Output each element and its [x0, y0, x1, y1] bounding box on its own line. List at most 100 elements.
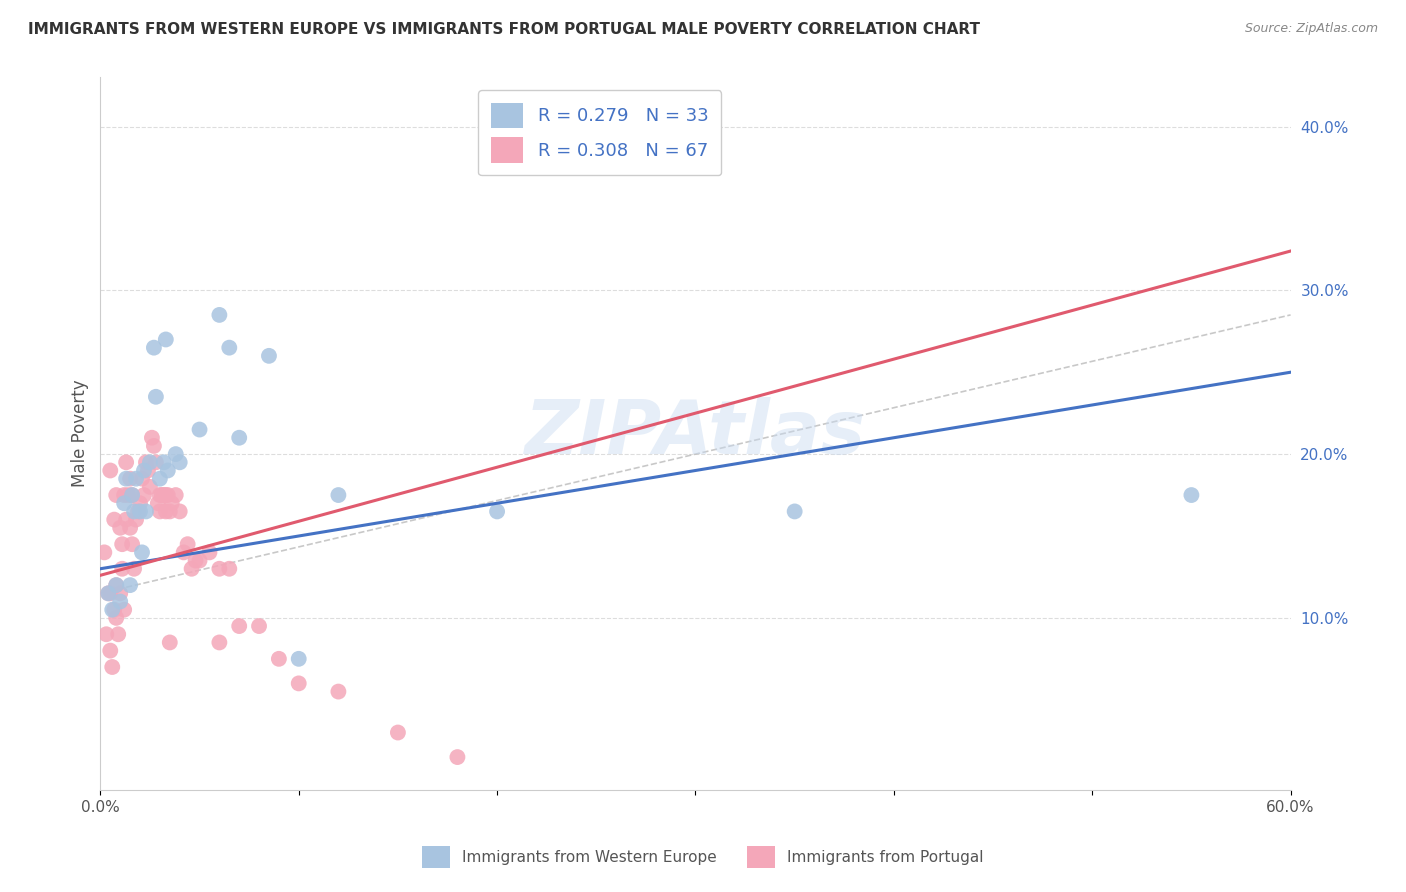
Point: [105, 488, 128, 502]
Point: [155, 488, 177, 502]
Point: [98, 586, 121, 600]
Point: [132, 488, 155, 502]
Point: [208, 635, 231, 649]
Point: [108, 594, 131, 608]
Text: ZIPAtlas: ZIPAtlas: [524, 397, 866, 470]
Point: [145, 390, 167, 404]
Point: [145, 455, 167, 469]
Point: [155, 333, 177, 347]
Point: [105, 578, 128, 592]
Legend: Immigrants from Western Europe, Immigrants from Portugal: Immigrants from Western Europe, Immigran…: [415, 838, 991, 875]
Point: [156, 488, 179, 502]
Point: [180, 562, 202, 576]
Point: [160, 496, 183, 510]
Point: [101, 660, 124, 674]
Point: [105, 611, 128, 625]
Point: [783, 504, 806, 518]
Point: [97, 586, 120, 600]
Point: [208, 562, 231, 576]
Point: [188, 423, 211, 437]
Point: [150, 488, 173, 502]
Point: [105, 578, 128, 592]
Point: [103, 513, 125, 527]
Point: [267, 652, 290, 666]
Point: [139, 480, 162, 494]
Point: [115, 513, 138, 527]
Point: [228, 431, 250, 445]
Point: [97, 586, 120, 600]
Legend: R = 0.279   N = 33, R = 0.308   N = 67: R = 0.279 N = 33, R = 0.308 N = 67: [478, 90, 721, 176]
Point: [153, 488, 176, 502]
Point: [93, 545, 115, 559]
Point: [173, 545, 195, 559]
Point: [208, 308, 231, 322]
Point: [132, 463, 155, 477]
Point: [115, 472, 138, 486]
Point: [120, 578, 142, 592]
Point: [135, 455, 157, 469]
Point: [121, 537, 143, 551]
Point: [287, 676, 309, 690]
Point: [122, 504, 145, 518]
Y-axis label: Male Poverty: Male Poverty: [72, 380, 89, 487]
Point: [136, 463, 159, 477]
Point: [125, 472, 148, 486]
Point: [108, 521, 131, 535]
Point: [108, 586, 131, 600]
Point: [107, 627, 129, 641]
Point: [328, 488, 350, 502]
Point: [165, 488, 187, 502]
Point: [149, 472, 172, 486]
Point: [184, 553, 207, 567]
Point: [146, 496, 169, 510]
Point: [129, 496, 152, 510]
Point: [131, 545, 153, 559]
Point: [169, 504, 191, 518]
Point: [121, 488, 143, 502]
Point: [142, 439, 165, 453]
Point: [125, 513, 148, 527]
Point: [156, 463, 179, 477]
Point: [112, 488, 135, 502]
Point: [121, 488, 143, 502]
Point: [198, 545, 221, 559]
Point: [155, 504, 177, 518]
Point: [188, 553, 211, 567]
Point: [127, 504, 149, 518]
Point: [112, 496, 135, 510]
Point: [120, 521, 142, 535]
Point: [149, 504, 172, 518]
Point: [103, 603, 125, 617]
Point: [169, 455, 191, 469]
Point: [387, 725, 409, 739]
Point: [112, 603, 135, 617]
Point: [328, 684, 350, 698]
Point: [159, 635, 181, 649]
Point: [131, 472, 153, 486]
Point: [218, 562, 240, 576]
Point: [149, 488, 172, 502]
Point: [247, 619, 270, 633]
Point: [287, 652, 309, 666]
Point: [486, 504, 509, 518]
Point: [120, 472, 142, 486]
Point: [142, 341, 165, 355]
Point: [96, 627, 118, 641]
Point: [165, 447, 187, 461]
Point: [153, 455, 176, 469]
Point: [228, 619, 250, 633]
Point: [129, 504, 152, 518]
Text: IMMIGRANTS FROM WESTERN EUROPE VS IMMIGRANTS FROM PORTUGAL MALE POVERTY CORRELAT: IMMIGRANTS FROM WESTERN EUROPE VS IMMIGR…: [28, 22, 980, 37]
Point: [98, 463, 121, 477]
Point: [117, 488, 139, 502]
Point: [98, 643, 121, 657]
Point: [111, 562, 134, 576]
Point: [1180, 488, 1202, 502]
Point: [141, 431, 163, 445]
Point: [218, 341, 240, 355]
Point: [159, 504, 181, 518]
Point: [139, 455, 162, 469]
Point: [115, 455, 138, 469]
Point: [176, 537, 198, 551]
Point: [111, 537, 134, 551]
